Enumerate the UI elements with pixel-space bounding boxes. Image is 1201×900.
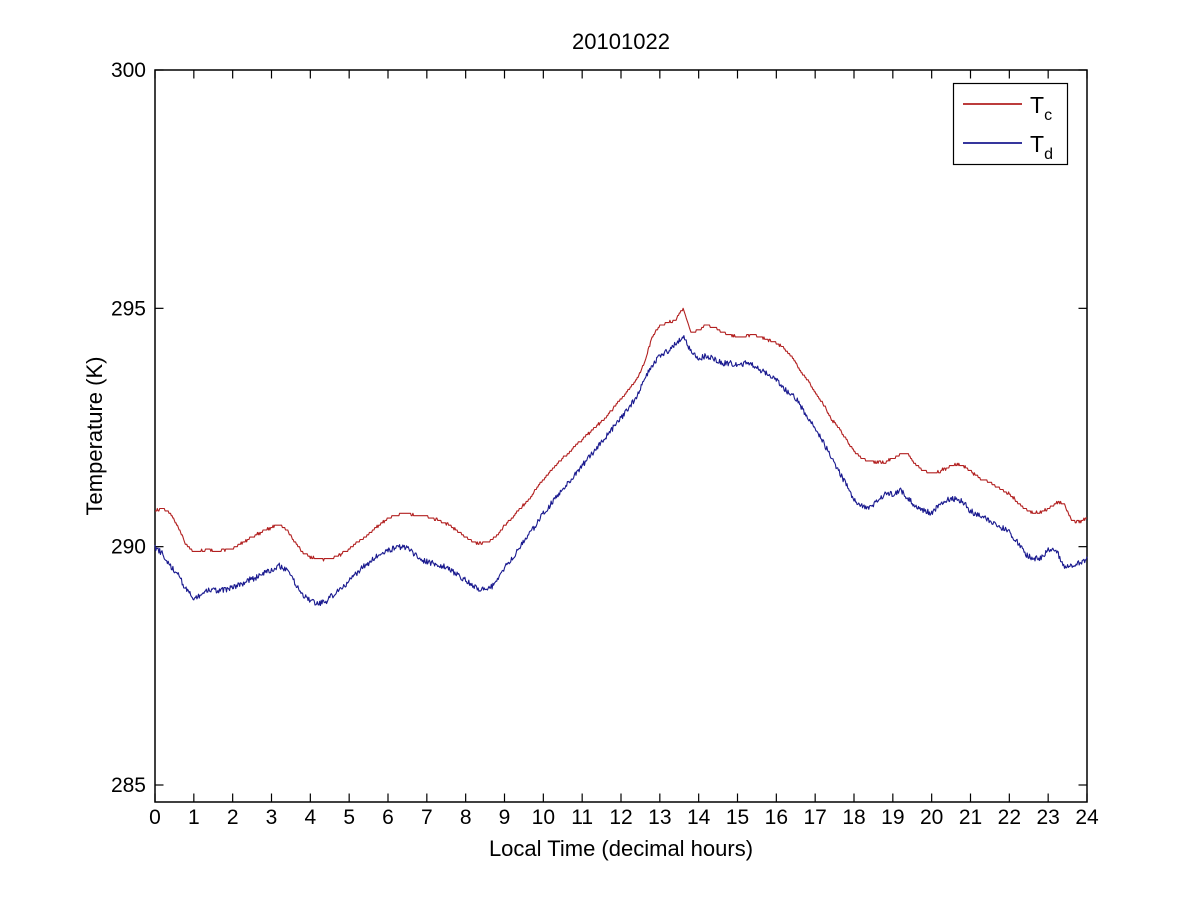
data-series — [154, 307, 1088, 607]
x-tick-label: 19 — [881, 806, 904, 829]
x-tick-label: 4 — [304, 806, 316, 829]
axis-tick-labels: 0 1 2 3 4 5 6 7 8 9 10 11 12 13 14 15 16 17 18 19 20 21 22 23 24… — [111, 59, 1099, 829]
x-tick-label: 6 — [382, 806, 394, 829]
x-tick-label: 16 — [765, 806, 788, 829]
x-tick-label: 10 — [532, 806, 555, 829]
y-tick-label: 295 — [111, 297, 146, 320]
x-tick-label: 17 — [803, 806, 826, 829]
x-tick-label: 18 — [842, 806, 865, 829]
x-tick-label: 9 — [499, 806, 511, 829]
x-tick-label: 2 — [227, 806, 239, 829]
series-line-tc — [155, 307, 1087, 562]
y-tick-label: 300 — [111, 59, 146, 82]
axis-ticks — [154, 69, 1088, 802]
x-tick-label: 14 — [687, 806, 711, 829]
legend-label-subscript: d — [1044, 146, 1053, 163]
legend-box — [952, 82, 1069, 166]
y-tick-label: 290 — [111, 536, 146, 559]
x-tick-label: 8 — [460, 806, 472, 829]
x-tick-label: 13 — [648, 806, 671, 829]
plot-area — [154, 69, 1088, 803]
x-tick-label: 20 — [920, 806, 943, 829]
series-line-td — [154, 335, 1088, 607]
x-tick-label: 5 — [343, 806, 355, 829]
x-tick-label: 24 — [1075, 806, 1099, 829]
x-tick-label: 3 — [266, 806, 278, 829]
x-tick-label: 21 — [959, 806, 982, 829]
x-tick-label: 1 — [188, 806, 200, 829]
x-tick-label: 7 — [421, 806, 433, 829]
x-tick-label: 23 — [1036, 806, 1059, 829]
y-axis-label: Temperature (K) — [82, 357, 107, 516]
x-tick-label: 0 — [149, 806, 161, 829]
x-tick-label: 15 — [726, 806, 749, 829]
x-tick-label: 12 — [609, 806, 632, 829]
chart-title: 20101022 — [572, 29, 670, 54]
y-tick-label: 285 — [111, 774, 146, 797]
x-tick-label: 11 — [571, 806, 593, 829]
x-tick-label: 22 — [998, 806, 1021, 829]
legend-label-subscript: c — [1044, 107, 1052, 124]
x-axis-label: Local Time (decimal hours) — [489, 836, 753, 861]
